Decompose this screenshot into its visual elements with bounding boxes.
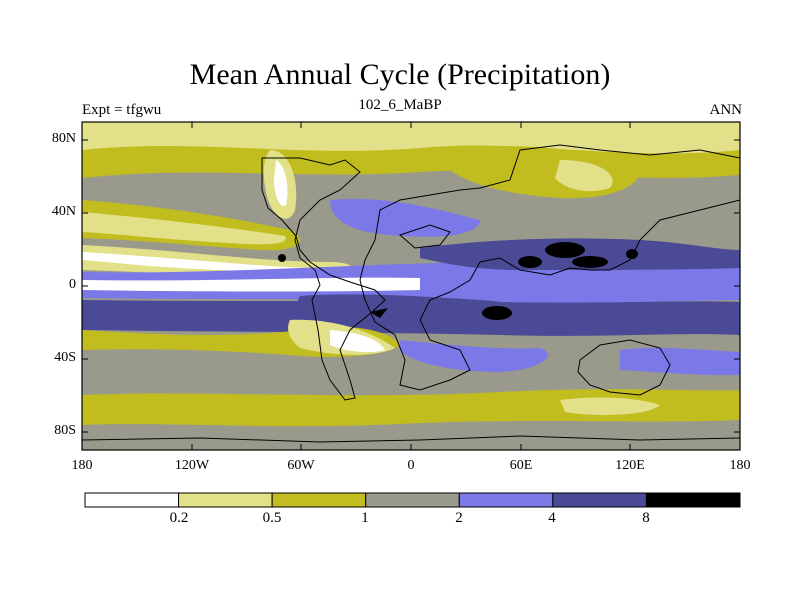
y-tick-label: 0: [69, 277, 76, 292]
colorbar-box: [84, 492, 180, 508]
colorbar-label: 2: [455, 510, 463, 526]
x-tick-label: 180: [729, 458, 751, 473]
colorbar-label: 1: [361, 510, 369, 526]
season-label: ANN: [709, 102, 743, 118]
colorbar-box: [365, 492, 460, 508]
colorbar-label: 4: [548, 510, 556, 526]
y-tick-label: 40S: [54, 350, 76, 365]
colorbar-label: 0.5: [262, 510, 282, 526]
experiment-label: Expt = tfgwu: [82, 102, 162, 118]
colorbar-box: [271, 492, 367, 508]
colorbar-box: [458, 492, 554, 508]
x-tick-label: 120W: [174, 458, 210, 473]
coastlines: [82, 144, 740, 443]
y-tick-label: 40N: [51, 204, 76, 219]
colorbar-box: [178, 492, 273, 508]
x-tick-marks: [81, 122, 741, 450]
x-tick-label: 60E: [509, 458, 533, 473]
colorbar-box: [645, 492, 741, 508]
x-tick-label: 60W: [287, 458, 315, 473]
colorbar-label: 0.2: [169, 510, 189, 526]
y-tick-marks: [82, 139, 740, 433]
plot-subtitle: 102_6_MaBP: [358, 97, 442, 113]
x-tick-label: 0: [407, 458, 415, 473]
colorbar: [84, 492, 741, 508]
colorbar-label: 8: [642, 510, 650, 526]
colorbar-box: [552, 492, 647, 508]
y-tick-label: 80S: [54, 423, 76, 438]
precipitation-field: [82, 122, 740, 450]
y-tick-label: 80N: [51, 131, 76, 146]
x-tick-label: 120E: [615, 458, 645, 473]
x-tick-label: 180: [71, 458, 93, 473]
plot-title: Mean Annual Cycle (Precipitation): [189, 58, 611, 91]
